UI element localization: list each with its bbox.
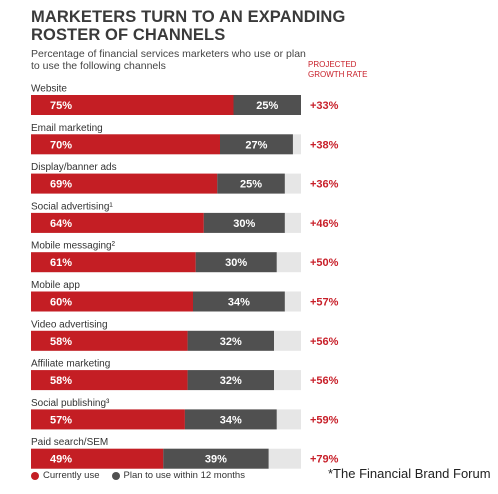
chart-subtitle: Percentage of financial services markete… xyxy=(31,48,306,72)
bar-plan-to-use xyxy=(163,448,269,469)
data-label-plan: 32% xyxy=(220,336,242,348)
data-label-current: 61% xyxy=(50,257,72,269)
category-label: Video advertising xyxy=(31,319,108,330)
category-label: Affiliate marketing xyxy=(31,359,110,370)
data-label-plan: 32% xyxy=(220,375,242,387)
growth-rate-value: +50% xyxy=(310,257,339,269)
bar-current-use xyxy=(31,330,188,351)
data-label-plan: 25% xyxy=(240,179,262,191)
bar-current-use xyxy=(31,409,185,430)
bar-current-use xyxy=(31,448,164,469)
growth-rate-header: PROJECTED GROWTH RATE xyxy=(308,60,368,79)
bar-current-use xyxy=(31,134,220,155)
data-label-current: 64% xyxy=(50,218,72,230)
data-label-current: 69% xyxy=(50,179,72,191)
bar-plan-to-use xyxy=(203,212,285,233)
category-label: Website xyxy=(31,84,67,95)
legend-label-current: Currently use xyxy=(43,470,100,481)
data-label-current: 58% xyxy=(50,336,72,348)
growth-rate-value: +56% xyxy=(310,336,339,348)
data-label-current: 58% xyxy=(50,375,72,387)
growth-rate-value: +59% xyxy=(310,414,339,426)
bar-plan-to-use xyxy=(217,173,285,194)
growth-rate-value: +38% xyxy=(310,139,339,151)
bar-current-use xyxy=(31,95,234,115)
bar-plan-to-use xyxy=(187,330,274,351)
category-label: Mobile messaging² xyxy=(31,241,116,252)
bar-plan-to-use xyxy=(233,95,301,115)
legend-swatch-current xyxy=(31,471,39,480)
bar-plan-to-use xyxy=(195,252,277,273)
data-label-plan: 27% xyxy=(245,139,267,151)
bar-plan-to-use xyxy=(220,134,293,155)
data-label-plan: 30% xyxy=(233,218,255,230)
bar-current-use xyxy=(31,252,196,273)
legend-label-plan: Plan to use within 12 months xyxy=(123,470,245,481)
growth-rate-value: +33% xyxy=(310,100,339,112)
bar-current-use xyxy=(31,173,218,194)
category-label: Email marketing xyxy=(31,123,103,134)
category-label: Display/banner ads xyxy=(31,162,117,173)
data-label-plan: 25% xyxy=(256,100,278,112)
data-label-current: 75% xyxy=(50,100,72,112)
bar-plan-to-use xyxy=(184,409,277,430)
data-label-plan: 39% xyxy=(205,454,227,466)
bar-plan-to-use xyxy=(187,370,274,391)
growth-rate-value: +46% xyxy=(310,218,339,230)
source-footnote: *The Financial Brand Forum xyxy=(328,466,491,481)
data-label-plan: 30% xyxy=(225,257,247,269)
legend: Currently use Plan to use within 12 mont… xyxy=(31,470,245,481)
bar-current-use xyxy=(31,291,193,312)
chart-title: MARKETERS TURN TO AN EXPANDING ROSTER OF… xyxy=(31,8,346,44)
legend-swatch-plan xyxy=(111,471,120,480)
legend-item-plan: Plan to use within 12 months xyxy=(111,470,245,481)
bar-plan-to-use xyxy=(193,291,285,312)
bar-current-use xyxy=(31,212,204,233)
growth-rate-value: +57% xyxy=(310,297,339,309)
data-label-current: 49% xyxy=(50,454,72,466)
data-label-current: 60% xyxy=(50,297,72,309)
legend-item-current: Currently use xyxy=(31,470,100,481)
category-label: Mobile app xyxy=(31,280,80,291)
data-label-current: 57% xyxy=(50,414,72,426)
data-label-current: 70% xyxy=(50,139,72,151)
bar-current-use xyxy=(31,370,188,391)
data-label-plan: 34% xyxy=(228,297,250,309)
growth-rate-value: +79% xyxy=(310,454,339,466)
category-label: Social publishing³ xyxy=(31,398,110,409)
category-label: Social advertising¹ xyxy=(31,201,113,212)
category-label: Paid search/SEM xyxy=(31,437,108,448)
data-label-plan: 34% xyxy=(220,414,242,426)
growth-rate-value: +36% xyxy=(310,179,339,191)
growth-rate-value: +56% xyxy=(310,375,339,387)
